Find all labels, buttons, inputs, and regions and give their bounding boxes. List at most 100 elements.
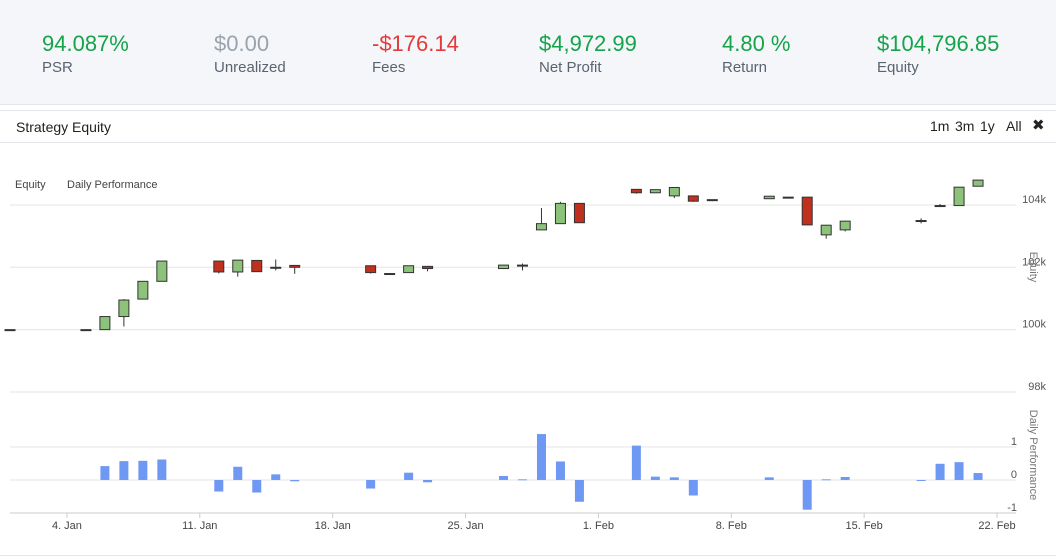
equity-candle [801, 196, 813, 226]
performance-bar [423, 479, 433, 483]
equity-candle [554, 202, 566, 225]
equity-candle [649, 189, 661, 194]
performance-bar [138, 460, 148, 480]
range-1m-button[interactable]: 1m [930, 118, 950, 134]
performance-bar [119, 461, 129, 480]
stat-return: 4.80 % Return [722, 30, 791, 78]
stat-label: Net Profit [539, 59, 602, 76]
panel-header: Strategy Equity 1m 3m 1y All ✖ [0, 110, 1056, 143]
divider [0, 555, 1056, 556]
performance-bar [555, 461, 565, 480]
performance-bar [100, 466, 110, 480]
performance-bar [935, 463, 945, 480]
performance-bar [802, 479, 812, 510]
stat-psr: 94.087% PSR [42, 30, 129, 78]
equity-candle [365, 265, 377, 274]
equity-candle [156, 260, 168, 282]
stat-value: -$176.14 [372, 31, 459, 56]
range-all-button[interactable]: All [1006, 118, 1022, 134]
performance-bar [366, 479, 376, 489]
performance-bar [954, 462, 964, 480]
close-icon[interactable]: ✖ [1032, 117, 1045, 134]
equity-candle [289, 264, 301, 268]
equity-tick-label: 98k [1028, 381, 1046, 393]
performance-bar [764, 477, 774, 480]
equity-candle [118, 299, 130, 318]
stat-value: 94.087% [42, 31, 129, 56]
equity-candle [687, 195, 699, 202]
strategy-equity-chart: 98k 100k 102k 104k -1 0 1 Equity Daily Performan… [4, 179, 1046, 532]
range-1y-button[interactable]: 1y [980, 118, 995, 134]
stat-label: PSR [42, 59, 73, 76]
performance-bar [290, 479, 300, 482]
x-tick-label: 8. Feb [716, 520, 747, 532]
equity-tick-label: 104k [1022, 194, 1046, 206]
equity-candle [972, 179, 984, 187]
performance-bar [650, 476, 660, 480]
performance-bar [821, 479, 831, 481]
performance-bar [157, 459, 167, 480]
equity-axis-title: Equity [1027, 252, 1039, 283]
stat-equity: $104,796.85 Equity [877, 30, 999, 78]
performance-axis-title: Daily Performance [1027, 410, 1039, 500]
equity-candle [403, 265, 415, 274]
stat-value: 4.80 % [722, 31, 791, 56]
performance-bar [404, 472, 414, 480]
performance-bar [688, 479, 698, 496]
equity-candle [763, 195, 775, 200]
equity-candle [573, 202, 585, 224]
equity-candle [80, 329, 92, 332]
performance-bar [214, 479, 224, 492]
performance-bar [517, 479, 527, 481]
equity-candle [934, 205, 946, 208]
equity-candle [498, 264, 510, 270]
stat-label: Equity [877, 59, 919, 76]
stat-label: Unrealized [214, 59, 286, 76]
equity-candle [516, 264, 528, 267]
equity-candle [422, 265, 434, 270]
equity-candle [782, 196, 794, 199]
x-tick-label: 18. Jan [315, 520, 351, 532]
range-3m-button[interactable]: 3m [955, 118, 975, 134]
equity-candle [213, 260, 225, 273]
performance-bar [669, 477, 679, 480]
stat-fees: -$176.14 Fees [372, 30, 459, 78]
stat-label: Fees [372, 59, 406, 76]
performance-bar [536, 434, 546, 480]
equity-candle [668, 186, 680, 197]
performance-bar [574, 479, 584, 502]
x-tick-label: 1. Feb [583, 520, 614, 532]
panel-title: Strategy Equity [16, 119, 111, 135]
performance-bar [916, 479, 926, 481]
stat-value: $4,972.99 [539, 31, 637, 56]
performance-tick-label: 0 [1011, 469, 1017, 481]
equity-candle [99, 316, 111, 331]
stats-bar: 94.087% PSR $0.00 Unrealized -$176.14 Fe… [0, 0, 1056, 105]
equity-candle [915, 220, 927, 223]
equity-candle [384, 273, 396, 276]
equity-candle [137, 280, 149, 300]
x-tick-label: 22. Feb [978, 520, 1015, 532]
stat-net-profit: $4,972.99 Net Profit [539, 30, 637, 78]
equity-candle [839, 220, 851, 231]
performance-bar [499, 476, 509, 480]
x-tick-label: 11. Jan [182, 520, 217, 532]
performance-bar [271, 474, 281, 480]
legend-equity: Equity [15, 179, 46, 191]
stat-value: $104,796.85 [877, 31, 1000, 56]
equity-candle [270, 266, 282, 269]
x-tick-label: 4. Jan [52, 520, 82, 532]
x-tick-label: 15. Feb [845, 520, 882, 532]
performance-bar [840, 476, 850, 480]
equity-candle [820, 224, 832, 236]
x-tick-label: 25. Jan [448, 520, 484, 532]
performance-bar [973, 473, 983, 480]
equity-tick-label: 102k [1022, 256, 1046, 268]
performance-bar [252, 479, 262, 493]
equity-candle [706, 199, 718, 202]
equity-candle [232, 259, 244, 273]
legend-daily-performance: Daily Performance [67, 179, 157, 191]
equity-candle [953, 186, 965, 207]
stat-unrealized: $0.00 Unrealized [214, 30, 286, 78]
equity-candle [535, 223, 547, 231]
